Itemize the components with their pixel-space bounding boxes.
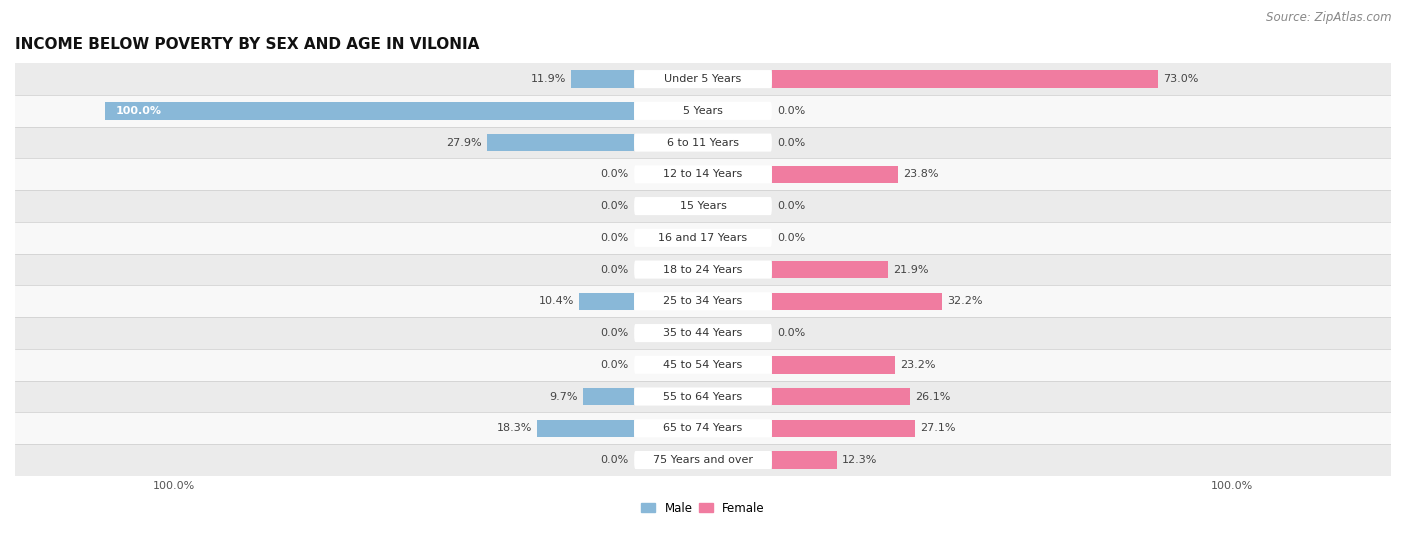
Bar	[772, 388, 910, 405]
Text: 11.9%: 11.9%	[530, 74, 567, 84]
Bar	[537, 420, 634, 437]
Legend: Male, Female: Male, Female	[637, 497, 769, 519]
Text: 26.1%: 26.1%	[915, 391, 950, 401]
Bar	[15, 413, 1391, 444]
Text: 15 Years: 15 Years	[679, 201, 727, 211]
Text: 0.0%: 0.0%	[778, 201, 806, 211]
Text: 10.4%: 10.4%	[538, 296, 574, 306]
Bar	[15, 158, 1391, 190]
Bar	[15, 286, 1391, 317]
Text: 27.9%: 27.9%	[446, 138, 481, 148]
Text: 0.0%: 0.0%	[600, 328, 628, 338]
Text: Under 5 Years: Under 5 Years	[665, 74, 741, 84]
FancyBboxPatch shape	[634, 165, 772, 183]
Bar	[15, 127, 1391, 158]
Text: 75 Years and over: 75 Years and over	[652, 455, 754, 465]
Bar	[15, 317, 1391, 349]
FancyBboxPatch shape	[634, 356, 772, 374]
Text: 18.3%: 18.3%	[496, 423, 531, 433]
Text: 27.1%: 27.1%	[921, 423, 956, 433]
Text: 0.0%: 0.0%	[778, 233, 806, 243]
Bar	[772, 451, 837, 469]
Bar	[772, 261, 887, 278]
Text: 0.0%: 0.0%	[778, 138, 806, 148]
Bar	[15, 381, 1391, 413]
Bar	[772, 420, 915, 437]
Text: 0.0%: 0.0%	[600, 264, 628, 274]
Text: 0.0%: 0.0%	[600, 169, 628, 179]
Bar	[772, 292, 942, 310]
Text: 0.0%: 0.0%	[600, 233, 628, 243]
FancyBboxPatch shape	[634, 260, 772, 278]
Text: 0.0%: 0.0%	[778, 328, 806, 338]
Text: 9.7%: 9.7%	[550, 391, 578, 401]
Text: 100.0%: 100.0%	[115, 106, 162, 116]
Bar	[15, 222, 1391, 254]
FancyBboxPatch shape	[634, 229, 772, 247]
FancyBboxPatch shape	[634, 387, 772, 406]
Text: 0.0%: 0.0%	[600, 360, 628, 370]
Text: 45 to 54 Years: 45 to 54 Years	[664, 360, 742, 370]
FancyBboxPatch shape	[634, 70, 772, 88]
FancyBboxPatch shape	[634, 134, 772, 151]
FancyBboxPatch shape	[634, 419, 772, 437]
FancyBboxPatch shape	[634, 197, 772, 215]
Bar	[15, 95, 1391, 127]
Text: 21.9%: 21.9%	[893, 264, 928, 274]
Text: 12.3%: 12.3%	[842, 455, 877, 465]
Text: Source: ZipAtlas.com: Source: ZipAtlas.com	[1267, 11, 1392, 24]
Bar	[579, 292, 634, 310]
Text: 65 to 74 Years: 65 to 74 Years	[664, 423, 742, 433]
Bar	[105, 102, 634, 120]
Text: 23.2%: 23.2%	[900, 360, 935, 370]
Bar	[772, 356, 894, 373]
Bar	[583, 388, 634, 405]
Text: 73.0%: 73.0%	[1163, 74, 1199, 84]
Bar	[571, 70, 634, 88]
Text: 0.0%: 0.0%	[600, 201, 628, 211]
FancyBboxPatch shape	[634, 324, 772, 342]
Bar	[15, 444, 1391, 476]
Bar	[15, 190, 1391, 222]
Title: INCOME BELOW POVERTY BY SEX AND AGE IN VILONIA: INCOME BELOW POVERTY BY SEX AND AGE IN V…	[15, 37, 479, 53]
FancyBboxPatch shape	[634, 102, 772, 120]
Bar	[486, 134, 634, 151]
Text: 23.8%: 23.8%	[903, 169, 939, 179]
Bar	[772, 165, 898, 183]
Text: 6 to 11 Years: 6 to 11 Years	[666, 138, 740, 148]
Text: 55 to 64 Years: 55 to 64 Years	[664, 391, 742, 401]
Text: 12 to 14 Years: 12 to 14 Years	[664, 169, 742, 179]
FancyBboxPatch shape	[634, 451, 772, 469]
Bar	[15, 63, 1391, 95]
Text: 25 to 34 Years: 25 to 34 Years	[664, 296, 742, 306]
Bar	[15, 349, 1391, 381]
Text: 18 to 24 Years: 18 to 24 Years	[664, 264, 742, 274]
Text: 0.0%: 0.0%	[778, 106, 806, 116]
Bar	[772, 70, 1159, 88]
Text: 0.0%: 0.0%	[600, 455, 628, 465]
Text: 16 and 17 Years: 16 and 17 Years	[658, 233, 748, 243]
Text: 5 Years: 5 Years	[683, 106, 723, 116]
Text: 35 to 44 Years: 35 to 44 Years	[664, 328, 742, 338]
Text: 32.2%: 32.2%	[948, 296, 983, 306]
Bar	[15, 254, 1391, 286]
FancyBboxPatch shape	[634, 292, 772, 310]
